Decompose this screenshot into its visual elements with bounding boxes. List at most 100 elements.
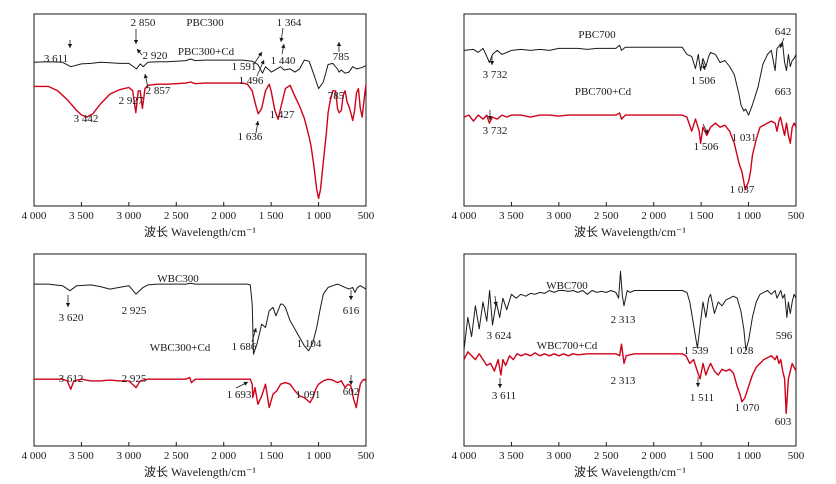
peak-label: 1 506 bbox=[694, 141, 719, 153]
peak-label: 785 bbox=[333, 51, 350, 63]
series-name-label: WBC300 bbox=[157, 273, 199, 285]
peak-label: 2 927 bbox=[119, 95, 144, 107]
peak-arrow-head bbox=[243, 381, 248, 386]
x-tick-label: 1 500 bbox=[259, 210, 284, 222]
x-tick-label: 3 000 bbox=[116, 450, 141, 462]
plot-frame bbox=[33, 13, 367, 207]
x-tick-label: 1 500 bbox=[689, 210, 714, 222]
x-tick-label: 4 000 bbox=[22, 210, 47, 222]
panel-top-right: 4 000 3 500 3 000 2 500 2 000 1 500 1 000 500 波长… bbox=[452, 13, 805, 239]
x-tick-label: 500 bbox=[788, 450, 805, 462]
peak-label: 596 bbox=[776, 330, 793, 342]
plot-frame bbox=[33, 253, 367, 447]
x-tick-label: 2 000 bbox=[211, 210, 236, 222]
peak-arrow-head bbox=[260, 60, 265, 65]
peak-label: 1 636 bbox=[238, 131, 263, 143]
x-tick-label: 2 000 bbox=[211, 450, 236, 462]
x-tick-label: 500 bbox=[358, 450, 375, 462]
x-tick-label: 2 000 bbox=[641, 210, 666, 222]
peak-label: 3 624 bbox=[487, 330, 512, 342]
series-name-label: WBC300+Cd bbox=[150, 342, 211, 354]
series-line-pbc700 bbox=[463, 41, 797, 116]
peak-label: 603 bbox=[775, 416, 792, 428]
x-tick-label: 500 bbox=[788, 210, 805, 222]
peak-arrow-head bbox=[497, 384, 503, 388]
x-tick-label: 1 000 bbox=[736, 450, 761, 462]
x-tick-label: 500 bbox=[358, 210, 375, 222]
peak-label: 663 bbox=[775, 86, 792, 98]
peak-arrow-head bbox=[279, 37, 284, 42]
series-line-wbc700 bbox=[463, 270, 797, 351]
peak-label: 1 427 bbox=[270, 109, 295, 121]
series-name-label: PBC300+Cd bbox=[178, 46, 235, 58]
x-axis-label: 波长 Wavelength/cm⁻¹ bbox=[574, 225, 686, 239]
peak-label: 2 313 bbox=[611, 314, 636, 326]
x-tick-label: 2 500 bbox=[594, 210, 619, 222]
x-tick-label: 2 500 bbox=[164, 210, 189, 222]
x-tick-label: 1 000 bbox=[736, 210, 761, 222]
x-tick-label: 3 500 bbox=[69, 450, 94, 462]
peak-label: 2 925 bbox=[122, 305, 147, 317]
series-line-pbc300-cd bbox=[34, 81, 367, 200]
peak-label: 1 511 bbox=[690, 392, 714, 404]
panel-bottom-left: 4 000 3 500 3 000 2 500 2 000 1 500 1 000 500 波长… bbox=[22, 253, 375, 479]
peak-label: 1 031 bbox=[732, 132, 757, 144]
peak-label: 602 bbox=[343, 386, 360, 398]
peak-label: 2 857 bbox=[146, 85, 171, 97]
x-tick-label: 4 000 bbox=[22, 450, 47, 462]
series-line-pbc700-cd bbox=[463, 112, 797, 191]
x-tick-label: 1 000 bbox=[306, 210, 331, 222]
peak-arrow-head bbox=[336, 42, 342, 46]
peak-arrow-head bbox=[348, 381, 354, 385]
peak-label: 1 028 bbox=[729, 345, 754, 357]
x-axis-label: 波长 Wavelength/cm⁻¹ bbox=[574, 465, 686, 479]
peak-label: 3 612 bbox=[59, 373, 84, 385]
peak-arrow-head bbox=[493, 301, 498, 306]
peak-arrow-head bbox=[348, 296, 354, 300]
x-axis-label: 波长 Wavelength/cm⁻¹ bbox=[144, 465, 256, 479]
peak-arrow-head bbox=[695, 383, 701, 387]
peak-arrow-head bbox=[779, 43, 784, 48]
x-tick-label: 3 000 bbox=[546, 450, 571, 462]
peak-arrow-head bbox=[137, 49, 142, 54]
peak-arrow-head bbox=[133, 40, 139, 44]
peak-arrow-head bbox=[65, 303, 71, 307]
peak-label: 1 686 bbox=[232, 341, 257, 353]
series-name-label: WBC700 bbox=[546, 280, 588, 292]
peak-arrow-head bbox=[487, 116, 493, 120]
x-tick-label: 3 500 bbox=[499, 210, 524, 222]
peak-label: 1 104 bbox=[297, 338, 322, 350]
peak-label: 2 850 bbox=[131, 17, 156, 29]
peak-label: 3 620 bbox=[59, 312, 84, 324]
peak-label: 1 091 bbox=[296, 389, 321, 401]
peak-label: 3 732 bbox=[483, 69, 508, 81]
series-name-label: PBC700 bbox=[578, 29, 616, 41]
peak-label: 1 506 bbox=[691, 75, 716, 87]
peak-label: 3 611 bbox=[44, 53, 68, 65]
peak-arrow-head bbox=[257, 52, 262, 57]
x-tick-label: 3 000 bbox=[116, 210, 141, 222]
x-tick-label: 2 500 bbox=[594, 450, 619, 462]
series-line-pbc300 bbox=[33, 58, 367, 90]
peak-label: 3 442 bbox=[74, 113, 99, 125]
peak-label: 616 bbox=[343, 305, 360, 317]
series-line-wbc300-cd bbox=[34, 376, 367, 409]
x-tick-label: 1 000 bbox=[306, 450, 331, 462]
peak-label: 1 364 bbox=[277, 17, 302, 29]
peak-label: 2 920 bbox=[143, 50, 168, 62]
peak-arrow-head bbox=[281, 44, 286, 49]
x-tick-label: 1 500 bbox=[259, 450, 284, 462]
x-axis-label: 波长 Wavelength/cm⁻¹ bbox=[144, 225, 256, 239]
peak-label: 2 925 bbox=[122, 373, 147, 385]
panel-top-left: 4 000 3 500 3 000 2 500 2 000 1 500 1 000 500 波长… bbox=[22, 13, 375, 239]
peak-label: 1 440 bbox=[271, 55, 296, 67]
peak-label: 1 591 bbox=[232, 61, 257, 73]
series-name-label: WBC700+Cd bbox=[537, 340, 598, 352]
peak-label: 2 313 bbox=[611, 375, 636, 387]
peak-arrow-head bbox=[704, 129, 709, 134]
series-name-label: PBC700+Cd bbox=[575, 86, 632, 98]
peak-arrow-head bbox=[252, 328, 258, 333]
x-tick-label: 3 500 bbox=[499, 450, 524, 462]
series-line-wbc700-cd bbox=[463, 343, 797, 415]
